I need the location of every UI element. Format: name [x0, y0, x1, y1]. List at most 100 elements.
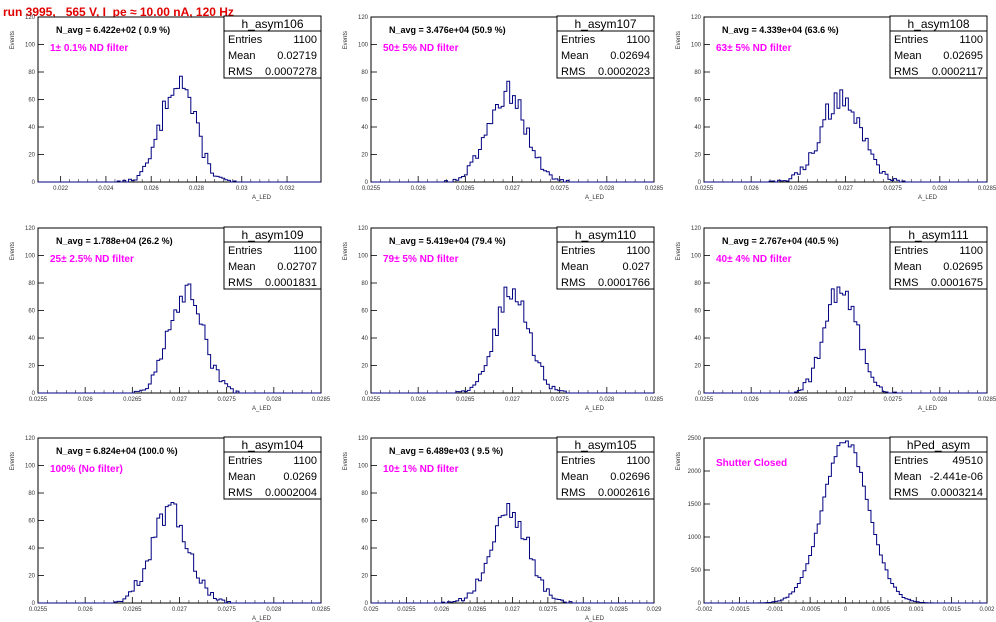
histogram-panel: 0 20 40 60 80 100 120 0.0255 0.026 0.0265 0.027 0.0… — [676, 15, 996, 201]
x-tick-label: 0.026 — [744, 186, 760, 192]
x-tick-label: 0.028 — [932, 397, 948, 403]
y-tick-label: 80 — [28, 491, 35, 497]
x-tick-label: 0.026 — [144, 186, 160, 192]
stat-label: RMS — [894, 277, 918, 289]
x-tick-label: 0.0285 — [645, 186, 664, 192]
filter-annotation: 50± 5% ND filter — [383, 43, 459, 54]
histogram-series — [371, 80, 654, 183]
y-tick-label: 100 — [25, 43, 36, 49]
stat-value: 1100 — [959, 34, 983, 46]
stat-label: Mean — [228, 50, 256, 62]
stat-value: 0.0002117 — [932, 66, 983, 78]
histogram-panel: 0 20 40 60 80 100 120 0.0255 0.026 0.0265 0.027 0.0… — [10, 436, 331, 622]
y-axis-label: Events — [343, 242, 349, 260]
y-tick-label: 40 — [694, 125, 701, 131]
y-tick-label: 0 — [698, 180, 702, 186]
y-tick-label: 0 — [365, 391, 369, 397]
x-tick-label: 0.0265 — [456, 397, 475, 403]
x-tick-label: 0.0015 — [942, 607, 961, 613]
y-tick-label: 60 — [28, 98, 35, 104]
histogram-panel: 0 500 1000 1500 2000 2500 -0.002 -0.0015 -0.001 -… — [676, 436, 995, 613]
histogram-title: h_asym105 — [574, 438, 636, 452]
x-tick-label: 0.028 — [576, 607, 592, 613]
y-tick-label: 40 — [28, 336, 35, 342]
stat-value: 1100 — [626, 455, 650, 467]
y-tick-label: 2500 — [688, 436, 702, 442]
x-tick-label: 0.032 — [280, 186, 296, 192]
y-tick-label: 120 — [358, 436, 369, 442]
stat-value: 0.02719 — [277, 50, 317, 62]
stat-label: Mean — [561, 50, 589, 62]
filter-annotation: 100% (No filter) — [50, 464, 123, 475]
stat-label: Mean — [228, 261, 256, 273]
y-tick-label: 40 — [694, 336, 701, 342]
y-axis-label: Events — [10, 242, 16, 260]
x-axis-label: A_LED — [252, 406, 272, 412]
y-tick-label: 500 — [691, 568, 702, 574]
stat-value: 0.0001831 — [265, 277, 317, 289]
y-tick-label: 80 — [694, 70, 701, 76]
histogram-title: h_asym106 — [241, 17, 303, 31]
filter-annotation: 1± 0.1% ND filter — [50, 43, 128, 54]
y-tick-label: 0 — [698, 391, 702, 397]
y-tick-label: 0 — [365, 601, 369, 607]
y-axis-label: Events — [676, 31, 682, 49]
stat-box: h_asym110 Entries 1100 Mean 0.027 RMS 0.000176… — [556, 226, 655, 290]
x-tick-label: 0.0275 — [883, 397, 902, 403]
y-tick-label: 40 — [28, 125, 35, 131]
stat-label: Entries — [561, 455, 596, 467]
plot-frame — [37, 437, 322, 604]
y-tick-label: 120 — [691, 15, 702, 21]
x-tick-label: 0.0255 — [29, 397, 48, 403]
histogram-title: h_asym109 — [241, 228, 303, 242]
stat-label: RMS — [894, 66, 918, 78]
filter-annotation: 10± 1% ND filter — [383, 464, 459, 475]
x-tick-label: 0.026 — [411, 397, 427, 403]
y-tick-label: 20 — [28, 153, 35, 159]
x-tick-label: 0.026 — [744, 397, 760, 403]
y-tick-label: 80 — [361, 491, 368, 497]
y-tick-label: 100 — [25, 254, 36, 260]
filter-annotation: Shutter Closed — [716, 458, 787, 469]
x-tick-label: 0.027 — [172, 397, 188, 403]
y-tick-label: 0 — [365, 180, 369, 186]
histogram-panel: 0 20 40 60 80 100 120 0.0255 0.026 0.0265 0.027 0.0… — [676, 226, 996, 412]
stat-value: 0.0001675 — [931, 277, 983, 289]
x-tick-label: -0.0005 — [800, 607, 821, 613]
x-tick-label: 0.0265 — [456, 186, 475, 192]
y-tick-label: 80 — [361, 281, 368, 287]
stat-label: Mean — [894, 261, 922, 273]
histogram-series — [371, 286, 654, 394]
stat-label: RMS — [228, 277, 252, 289]
x-tick-label: 0.0265 — [123, 607, 142, 613]
stat-label: Entries — [228, 34, 263, 46]
x-tick-label: 0.022 — [53, 186, 69, 192]
stat-label: RMS — [561, 66, 585, 78]
y-tick-label: 40 — [361, 336, 368, 342]
y-tick-label: 2000 — [688, 469, 702, 475]
histogram-title: hPed_asym — [907, 438, 970, 452]
stat-box: h_asym111 Entries 1100 Mean 0.02695 RMS 0.0001… — [889, 226, 988, 290]
x-axis-label: A_LED — [252, 195, 272, 201]
x-tick-label: 0.026 — [434, 607, 450, 613]
x-tick-label: 0.0285 — [978, 397, 996, 403]
stat-value: 49510 — [952, 455, 983, 467]
x-tick-label: 0.0265 — [468, 607, 487, 613]
histogram-panel: 0 20 40 60 80 100 120 0.0255 0.026 0.0265 0.027 0.0… — [10, 226, 331, 412]
x-axis-label: A_LED — [585, 195, 605, 201]
y-tick-label: 0 — [32, 391, 36, 397]
stat-value: 1100 — [293, 34, 317, 46]
y-tick-label: 120 — [358, 15, 369, 21]
y-tick-label: 20 — [361, 153, 368, 159]
stat-value: 1100 — [959, 245, 983, 257]
stat-value: 0.0269 — [283, 471, 317, 483]
x-tick-label: 0.0285 — [609, 607, 628, 613]
x-tick-label: 0.0275 — [883, 186, 902, 192]
stat-label: Mean — [894, 471, 922, 483]
histogram-title: h_asym110 — [575, 228, 636, 242]
stat-values-box — [889, 30, 988, 79]
stat-values-box — [223, 30, 322, 79]
stat-value: 0.0001766 — [598, 277, 650, 289]
stat-value: -2.441e-06 — [930, 471, 983, 483]
y-tick-label: 1000 — [688, 535, 702, 541]
